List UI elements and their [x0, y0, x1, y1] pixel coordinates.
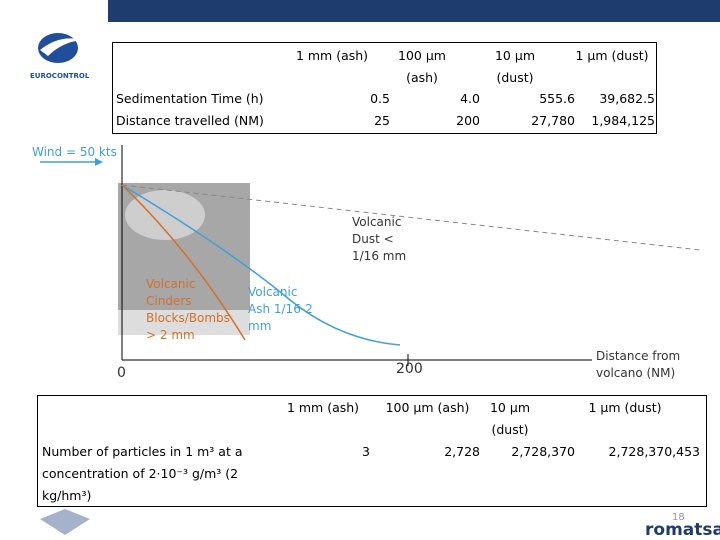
cell: 2,728 [444, 444, 480, 459]
emblem [40, 509, 90, 535]
cell: 4.0 [460, 91, 480, 106]
cell: 25 [374, 113, 390, 128]
column-header: 10 µm (dust) [494, 48, 535, 85]
row-label: Sedimentation Time (h) [116, 91, 264, 106]
cell: 3 [362, 444, 370, 459]
row-label: Number of particles in 1 m³ at a concent… [42, 444, 243, 503]
cell: 200 [456, 113, 480, 128]
row-label: Distance travelled (NM) [116, 113, 264, 128]
wind-label: Wind = 50 kts [32, 145, 117, 159]
page-number: 18 [672, 512, 685, 523]
column-header: 1 mm (ash) [295, 48, 369, 63]
cell: 0.5 [370, 91, 390, 106]
cell: 1,984,125 [591, 113, 655, 128]
distance-mark: 200 [396, 361, 423, 377]
diagram [40, 145, 701, 366]
logo-mark [38, 33, 82, 63]
dust-label: Volcanic Dust < 1/16 mm [352, 215, 407, 263]
column-header: 100 µm (ash) [385, 400, 470, 415]
dust-curve [121, 184, 701, 251]
cell: 2,728,370,453 [608, 444, 700, 459]
cell: 2,728,370 [511, 444, 575, 459]
cinder-curve [121, 184, 246, 341]
axis-label: Distance from volcano (NM) [596, 349, 681, 380]
table-bottom [37, 395, 707, 507]
column-header: 1 mm (ash) [286, 400, 360, 415]
ash-curve [121, 184, 401, 346]
ash-label: Volcanic Ash 1/16-2 mm [248, 285, 313, 333]
logo-text: EUROCONTROL [30, 72, 90, 80]
origin-label: 0 [117, 365, 126, 381]
brand: romatsa [645, 520, 720, 540]
column-header: 1 µm (dust) [575, 48, 649, 63]
cell: 27,780 [531, 113, 575, 128]
column-header: 100 µm (ash) [398, 48, 446, 85]
photo-cloud [125, 190, 205, 240]
table-top [112, 42, 657, 134]
cinders-label: Volcanic Cinders Blocks/Bombs > 2 mm [146, 277, 230, 342]
column-header: 1 µm (dust) [588, 400, 662, 415]
cell: 39,682.5 [599, 91, 655, 106]
wind-arrowhead [95, 158, 103, 166]
cell: 555.6 [539, 91, 575, 106]
column-header: 10 µm (dust) [489, 400, 530, 437]
top-bar [108, 0, 720, 22]
